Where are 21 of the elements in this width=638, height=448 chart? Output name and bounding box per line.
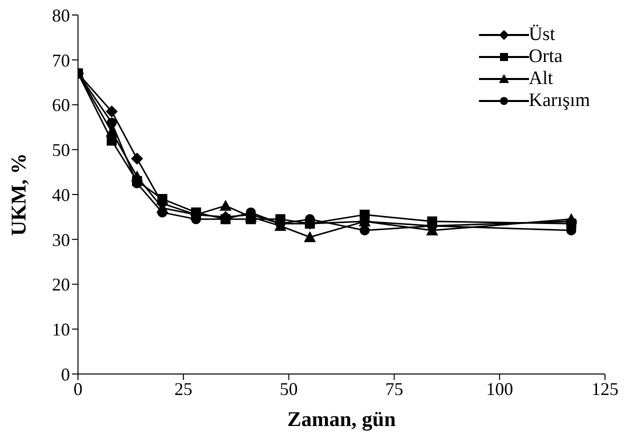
x-tick-label: 50 [280,378,298,399]
legend-label: Üst [528,24,556,46]
legend-label: Karışım [528,90,590,112]
x-tick-label: 25 [174,378,192,399]
y-tick-label: 70 [52,50,70,70]
y-axis-title: UKM, % [6,153,30,236]
y-tick-label: 50 [52,140,70,160]
x-tick-label: 0 [74,378,82,399]
x-axis-title: Zaman, gün [287,407,396,431]
legend-label: Orta [528,46,563,68]
y-tick-label: 60 [52,95,70,116]
y-tick-label: 20 [52,274,70,295]
y-tick-label: 10 [52,320,70,340]
x-tick-label: 100 [486,378,514,399]
y-tick-label: 80 [52,5,70,26]
x-tick-label: 125 [592,378,618,399]
y-tick-label: 0 [61,364,70,384]
legend-label: Alt [528,68,554,90]
x-tick-label: 75 [385,378,404,399]
y-tick-label: 40 [52,184,70,205]
y-tick-label: 30 [52,230,70,250]
